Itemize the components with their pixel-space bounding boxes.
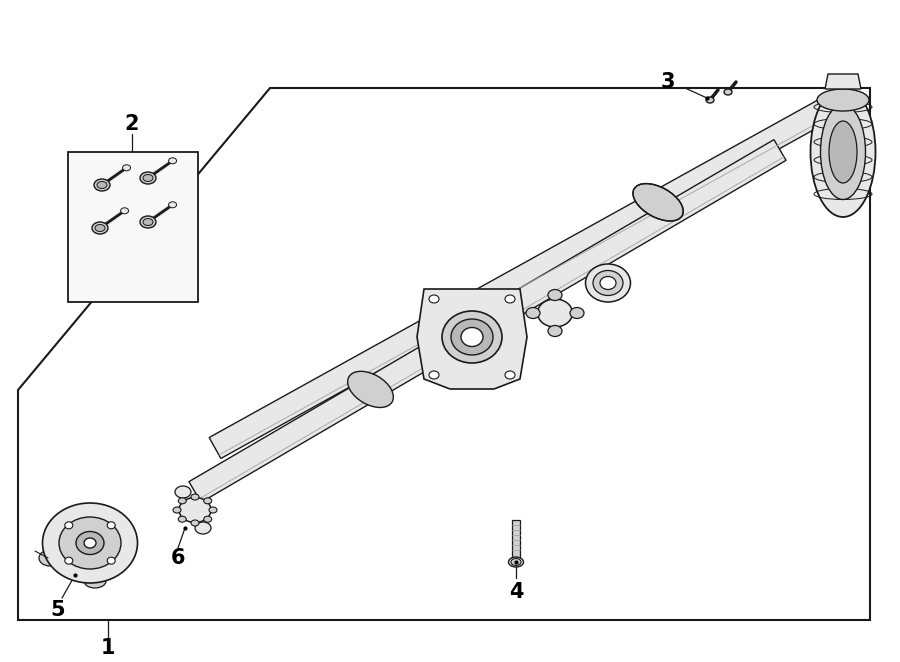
- Ellipse shape: [94, 179, 110, 191]
- Ellipse shape: [706, 97, 714, 103]
- Ellipse shape: [107, 557, 115, 564]
- Text: 1: 1: [101, 638, 115, 658]
- Ellipse shape: [84, 574, 106, 588]
- Ellipse shape: [97, 181, 107, 189]
- Ellipse shape: [505, 295, 515, 303]
- Ellipse shape: [59, 517, 121, 569]
- Ellipse shape: [505, 371, 515, 379]
- Ellipse shape: [429, 295, 439, 303]
- Text: 3: 3: [661, 72, 675, 92]
- Ellipse shape: [451, 319, 493, 355]
- Ellipse shape: [191, 494, 199, 500]
- Ellipse shape: [593, 271, 623, 295]
- Ellipse shape: [178, 516, 186, 522]
- Ellipse shape: [548, 289, 562, 301]
- Ellipse shape: [537, 299, 572, 327]
- Ellipse shape: [548, 326, 562, 336]
- Ellipse shape: [107, 522, 115, 529]
- Ellipse shape: [811, 87, 876, 217]
- Text: 6: 6: [171, 548, 185, 568]
- Ellipse shape: [168, 202, 176, 208]
- Ellipse shape: [442, 311, 502, 363]
- Text: 2: 2: [125, 114, 140, 134]
- Ellipse shape: [140, 216, 156, 228]
- Ellipse shape: [168, 158, 176, 164]
- Ellipse shape: [191, 520, 199, 526]
- Ellipse shape: [42, 503, 138, 583]
- Ellipse shape: [600, 277, 616, 289]
- Ellipse shape: [586, 264, 631, 302]
- Ellipse shape: [84, 538, 96, 548]
- Ellipse shape: [724, 89, 732, 95]
- Ellipse shape: [65, 557, 73, 564]
- Ellipse shape: [121, 208, 129, 214]
- Ellipse shape: [179, 498, 211, 522]
- Ellipse shape: [178, 498, 186, 504]
- Ellipse shape: [821, 105, 866, 199]
- Ellipse shape: [175, 486, 191, 498]
- Ellipse shape: [817, 89, 869, 111]
- Ellipse shape: [829, 121, 857, 183]
- Ellipse shape: [76, 532, 104, 555]
- Ellipse shape: [347, 371, 393, 408]
- Ellipse shape: [203, 516, 212, 522]
- Ellipse shape: [633, 183, 683, 221]
- Ellipse shape: [209, 507, 217, 513]
- Ellipse shape: [95, 224, 105, 232]
- Ellipse shape: [39, 550, 61, 566]
- Ellipse shape: [461, 328, 483, 346]
- Polygon shape: [209, 87, 854, 459]
- Ellipse shape: [143, 175, 153, 181]
- Ellipse shape: [173, 507, 181, 513]
- Polygon shape: [825, 74, 861, 89]
- Ellipse shape: [429, 371, 439, 379]
- Polygon shape: [417, 289, 527, 389]
- Bar: [68, 152, 198, 302]
- Ellipse shape: [122, 165, 130, 171]
- Ellipse shape: [143, 218, 153, 226]
- Ellipse shape: [511, 559, 521, 565]
- Ellipse shape: [140, 172, 156, 184]
- Ellipse shape: [526, 308, 540, 318]
- Ellipse shape: [570, 308, 584, 318]
- Ellipse shape: [203, 498, 212, 504]
- Ellipse shape: [195, 522, 211, 534]
- Text: 4: 4: [508, 582, 523, 602]
- Polygon shape: [189, 140, 786, 502]
- Polygon shape: [512, 520, 520, 558]
- Ellipse shape: [508, 557, 524, 567]
- Ellipse shape: [92, 222, 108, 234]
- Text: 5: 5: [50, 600, 66, 620]
- Ellipse shape: [65, 522, 73, 529]
